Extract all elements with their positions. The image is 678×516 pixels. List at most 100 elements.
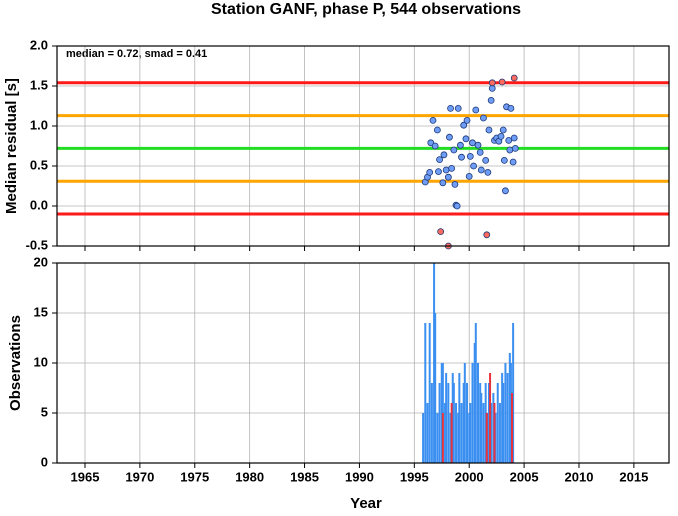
- bar: [441, 413, 444, 463]
- data-point: [457, 141, 464, 149]
- data-point: [447, 105, 454, 112]
- bar: [493, 403, 496, 463]
- data-point: [469, 139, 476, 147]
- data-point: [465, 172, 473, 180]
- bar: [496, 383, 499, 463]
- data-point: [433, 126, 441, 134]
- data-point: [498, 78, 506, 86]
- bar: [485, 413, 488, 463]
- y-tick-label: 1.0: [30, 117, 48, 132]
- data-point: [511, 144, 519, 152]
- chart-title: Station GANF, phase P, 544 observations: [211, 1, 521, 18]
- data-point: [497, 132, 505, 140]
- data-point: [446, 133, 453, 141]
- data-point: [502, 187, 509, 195]
- x-tick-label: 1980: [235, 469, 264, 484]
- data-point: [466, 152, 474, 160]
- y-tick-label: 5: [41, 404, 48, 419]
- data-point: [470, 162, 477, 170]
- bar: [489, 373, 492, 463]
- data-point: [483, 231, 491, 239]
- data-point: [500, 156, 508, 164]
- data-point: [458, 153, 465, 161]
- x-tick-label: 2000: [455, 469, 484, 484]
- bar: [501, 373, 504, 463]
- x-tick-label: 2005: [510, 469, 539, 484]
- bar: [462, 383, 465, 463]
- data-point: [453, 202, 461, 210]
- bar: [484, 383, 487, 463]
- bar: [450, 403, 453, 463]
- y-tick-label: -0.5: [26, 237, 48, 252]
- data-point: [439, 179, 447, 187]
- y-tick-label: 2.0: [30, 37, 48, 52]
- bar: [434, 313, 437, 463]
- x-tick-label: 1995: [400, 469, 429, 484]
- bar: [509, 363, 512, 463]
- data-point: [429, 117, 437, 124]
- data-point: [510, 134, 518, 142]
- x-axis-title: Year: [350, 495, 382, 511]
- data-point: [480, 114, 487, 122]
- bar: [426, 403, 429, 463]
- plot-frame: [56, 45, 670, 247]
- bar: [479, 383, 482, 463]
- data-point: [426, 168, 434, 176]
- data-point: [487, 97, 495, 104]
- data-point: [460, 121, 468, 129]
- plot-frame: [56, 262, 670, 464]
- data-point: [474, 141, 482, 149]
- x-tick-label: 1970: [125, 469, 154, 484]
- bar: [449, 413, 452, 463]
- bar: [466, 383, 469, 463]
- bar: [504, 363, 507, 463]
- bar: [502, 383, 505, 463]
- bar: [468, 413, 471, 463]
- data-point: [499, 126, 507, 134]
- data-point: [509, 158, 517, 166]
- y-tick-label: 10: [34, 354, 48, 369]
- bar: [433, 263, 436, 463]
- bar: [482, 403, 485, 463]
- y-tick-label: 15: [34, 304, 48, 319]
- bar: [471, 363, 474, 463]
- bar: [473, 343, 476, 463]
- data-point: [463, 117, 471, 124]
- bar: [458, 373, 461, 463]
- data-point: [484, 168, 492, 176]
- x-tick-label: 2015: [619, 469, 648, 484]
- data-point: [485, 126, 493, 134]
- data-point: [451, 180, 459, 188]
- bar: [487, 383, 490, 463]
- bar: [506, 373, 509, 463]
- bar: [469, 403, 472, 463]
- bar: [492, 393, 495, 463]
- bar: [430, 383, 433, 463]
- annotation: median = 0.72, smad = 0.41: [66, 48, 207, 60]
- data-point: [450, 146, 458, 154]
- bar: [447, 383, 450, 463]
- data-point: [507, 105, 515, 112]
- bar: [494, 413, 497, 463]
- bar: [457, 413, 460, 463]
- data-point: [442, 166, 450, 174]
- bar: [444, 403, 447, 463]
- x-tick-label: 1985: [290, 469, 319, 484]
- data-point: [444, 173, 452, 181]
- bar: [445, 373, 448, 463]
- bar: [436, 413, 439, 463]
- y-tick-label: 20: [34, 254, 48, 269]
- bar: [486, 413, 489, 463]
- data-point: [505, 136, 513, 144]
- bar: [512, 323, 515, 463]
- data-point: [431, 142, 439, 150]
- data-point: [437, 228, 445, 236]
- bar: [511, 393, 514, 463]
- bar: [508, 353, 511, 463]
- bar: [498, 403, 501, 463]
- x-tick-label: 1965: [71, 469, 100, 484]
- data-point: [462, 135, 470, 143]
- data-point: [440, 151, 448, 159]
- data-point: [436, 156, 443, 164]
